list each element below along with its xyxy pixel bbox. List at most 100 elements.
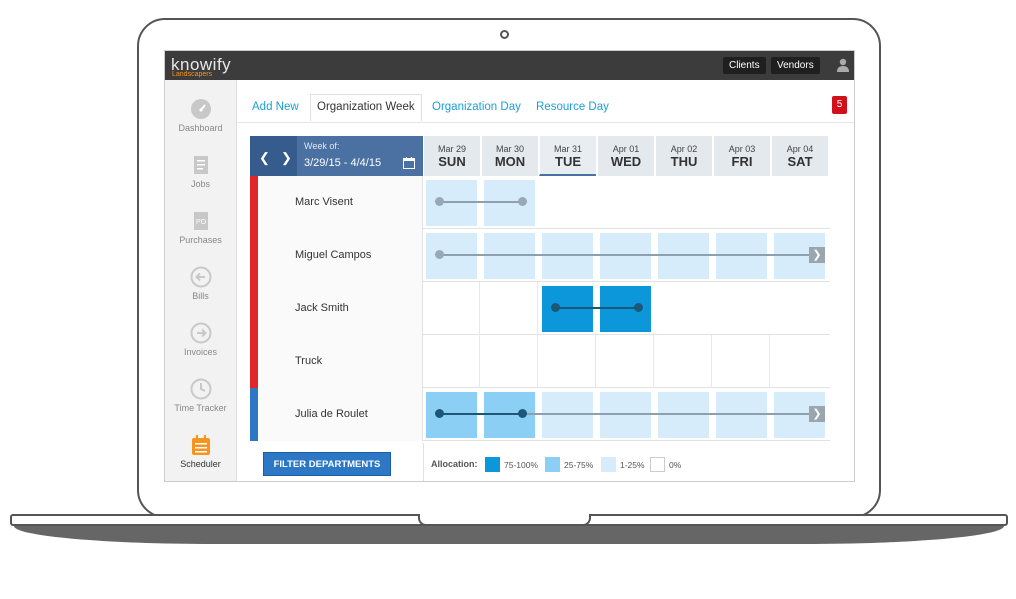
assignment-end-dot[interactable]	[518, 197, 527, 206]
table-row[interactable]: Marc Visent	[250, 176, 830, 229]
laptop-notch	[418, 514, 591, 526]
assignment-end-dot[interactable]	[634, 303, 643, 312]
notification-badge[interactable]: 5	[832, 96, 847, 114]
legend-label: 0%	[669, 460, 682, 470]
tab-organization-day[interactable]: Organization Day	[432, 101, 521, 113]
day-date: Apr 01	[612, 144, 640, 154]
camera-icon	[500, 30, 509, 39]
day-weekday: TUE	[555, 154, 581, 169]
vendors-button[interactable]: Vendors	[771, 57, 820, 74]
allocation-block[interactable]	[484, 180, 535, 226]
resource-color-bar	[250, 282, 258, 335]
allocation-block[interactable]	[426, 233, 477, 279]
next-week-icon[interactable]: ❯	[281, 150, 292, 165]
legend-label: 1-25%	[620, 460, 645, 470]
resource-name-cell: Jack Smith	[258, 282, 423, 335]
resource-name: Jack Smith	[295, 302, 349, 314]
day-weekday: SAT	[787, 154, 813, 169]
sidebar-item-time-tracker[interactable]: Time Tracker	[165, 378, 236, 413]
purchase-order-icon: PO	[193, 212, 208, 230]
day-header-sat: Apr 04 SAT	[771, 136, 828, 176]
assignment-start-dot[interactable]	[551, 303, 560, 312]
day-weekday: MON	[494, 154, 526, 169]
sidebar-item-scheduler[interactable]: Scheduler	[165, 434, 236, 469]
resource-color-bar	[250, 176, 258, 229]
schedule-grid: ❮ ❯ Week of: 3/29/15 - 4/4/15 Mar 29 SUN …	[250, 136, 830, 443]
prev-week-icon[interactable]: ❮	[259, 150, 270, 165]
allocation-block[interactable]	[484, 392, 535, 438]
assignment-mid-dot[interactable]	[518, 409, 527, 418]
allocation-block[interactable]	[542, 233, 593, 279]
day-header-mon: Mar 30 MON	[481, 136, 538, 176]
day-cell[interactable]	[597, 335, 654, 388]
top-bar: knowify Landscapers Clients Vendors	[165, 51, 854, 80]
assignment-start-dot[interactable]	[435, 409, 444, 418]
gauge-icon	[190, 99, 211, 119]
resource-color-bar	[250, 335, 258, 388]
sidebar: Dashboard Jobs PO Purchases Bills Invoic…	[165, 80, 237, 481]
day-header-fri: Apr 03 FRI	[713, 136, 770, 176]
assignment-start-dot[interactable]	[435, 197, 444, 206]
day-cell[interactable]	[423, 335, 480, 388]
day-date: Apr 02	[670, 144, 698, 154]
legend-swatch	[601, 457, 616, 472]
day-cell[interactable]	[655, 335, 712, 388]
sidebar-item-purchases[interactable]: PO Purchases	[165, 210, 236, 245]
sidebar-item-jobs[interactable]: Jobs	[165, 154, 236, 189]
app-logo[interactable]: knowify	[171, 55, 232, 74]
resource-color-bar	[250, 388, 258, 441]
day-date: Apr 04	[786, 144, 814, 154]
allocation-block[interactable]	[484, 233, 535, 279]
assignment-start-dot[interactable]	[435, 250, 444, 259]
week-header: ❮ ❯ Week of: 3/29/15 - 4/4/15	[250, 136, 423, 176]
day-cell[interactable]	[713, 335, 770, 388]
resource-name: Miguel Campos	[295, 249, 372, 261]
allocation-block[interactable]	[542, 286, 593, 332]
sidebar-item-dashboard[interactable]: Dashboard	[165, 98, 236, 133]
clients-button[interactable]: Clients	[723, 57, 766, 74]
table-row[interactable]: Truck	[250, 335, 830, 388]
day-date: Mar 31	[553, 144, 582, 154]
tab-resource-day[interactable]: Resource Day	[536, 101, 609, 113]
app-screen: knowify Landscapers Clients Vendors Dash…	[164, 50, 855, 482]
sidebar-item-invoices[interactable]: Invoices	[165, 322, 236, 357]
calendar-picker-icon[interactable]	[403, 157, 415, 169]
sidebar-item-label: Jobs	[190, 179, 210, 189]
allocation-legend: Allocation: 75-100% 25-75% 1-25% 0%	[423, 443, 831, 481]
sidebar-item-label: Scheduler	[180, 459, 221, 469]
resource-name-cell: Julia de Roulet	[258, 388, 423, 441]
allocation-block[interactable]	[600, 392, 651, 438]
allocation-block[interactable]	[658, 233, 709, 279]
allocation-block[interactable]	[716, 233, 767, 279]
document-icon	[193, 156, 208, 174]
day-cell[interactable]	[481, 282, 538, 335]
day-header-tue: Mar 31 TUE	[539, 136, 596, 176]
continues-next-icon[interactable]: ❯	[809, 247, 825, 263]
table-row[interactable]: Jack Smith	[250, 282, 830, 335]
table-row[interactable]: Miguel Campos ❯	[250, 229, 830, 282]
continues-next-icon[interactable]: ❯	[809, 406, 825, 422]
allocation-block[interactable]	[716, 392, 767, 438]
table-row[interactable]: Julia de Roulet ❯	[250, 388, 830, 441]
resource-name: Julia de Roulet	[295, 408, 368, 420]
tab-organization-week[interactable]: Organization Week	[310, 94, 422, 121]
day-cell[interactable]	[539, 335, 596, 388]
day-cell[interactable]	[423, 282, 480, 335]
tab-add-new[interactable]: Add New	[252, 101, 299, 113]
arrow-left-circle-icon	[190, 266, 211, 288]
allocation-block[interactable]	[542, 392, 593, 438]
day-date: Apr 03	[728, 144, 756, 154]
assignment-line	[439, 201, 523, 203]
week-nav: ❮ ❯	[250, 136, 297, 176]
sidebar-item-bills[interactable]: Bills	[165, 266, 236, 301]
allocation-block[interactable]	[600, 286, 651, 332]
allocation-block[interactable]	[426, 392, 477, 438]
user-icon[interactable]	[837, 58, 849, 72]
allocation-block[interactable]	[658, 392, 709, 438]
legend-title: Allocation:	[431, 459, 478, 469]
allocation-block[interactable]	[426, 180, 477, 226]
day-cell[interactable]	[481, 335, 538, 388]
allocation-block[interactable]	[600, 233, 651, 279]
filter-departments-button[interactable]: FILTER DEPARTMENTS	[263, 452, 391, 476]
sidebar-item-label: Dashboard	[178, 123, 223, 133]
